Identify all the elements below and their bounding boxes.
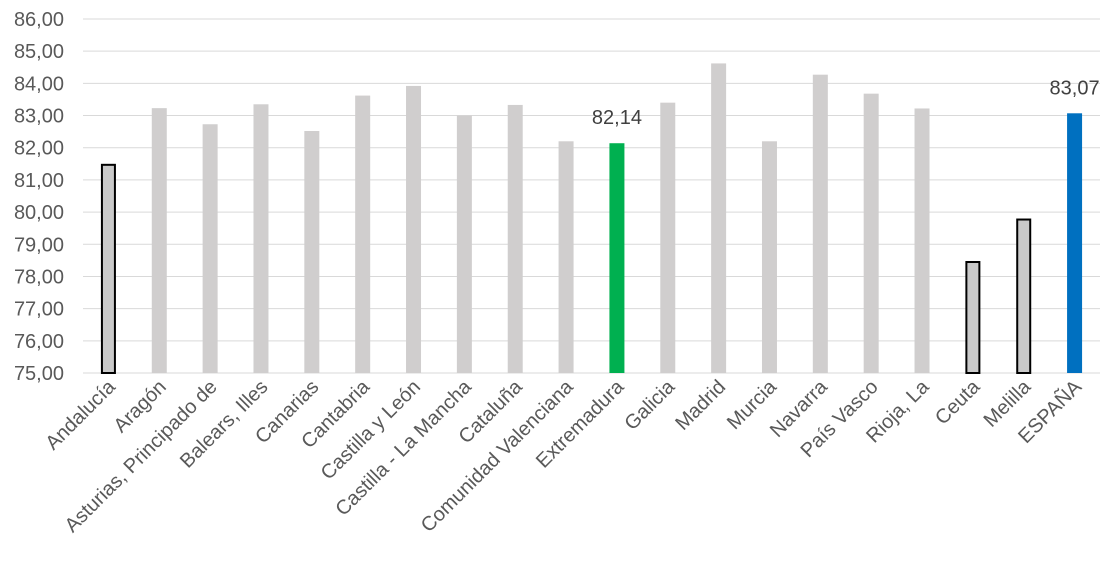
data-label: 82,14 — [592, 107, 642, 129]
y-tick-label: 82,00 — [14, 138, 64, 160]
bar — [507, 104, 523, 374]
data-labels: 82,14 83,07 — [592, 77, 1100, 129]
bar — [304, 130, 320, 373]
y-axis-tick-labels: 75,00 76,00 77,00 78,00 79,00 80,00 81,00 82,00… — [14, 9, 64, 385]
y-tick-label: 80,00 — [14, 202, 64, 224]
bar — [406, 85, 422, 374]
y-tick-label: 75,00 — [14, 363, 64, 385]
y-tick-label: 83,00 — [14, 106, 64, 128]
bar — [812, 74, 828, 373]
y-tick-label: 76,00 — [14, 331, 64, 353]
y-tick-label: 77,00 — [14, 299, 64, 321]
bar — [1016, 218, 1032, 374]
y-tick-label: 78,00 — [14, 266, 64, 288]
category-label: Andalucía — [41, 375, 120, 454]
category-label: Madrid — [671, 376, 730, 435]
category-label: Extremadura — [532, 375, 629, 472]
y-tick-label: 79,00 — [14, 234, 64, 256]
bar — [660, 102, 676, 373]
bar — [863, 93, 879, 374]
bar — [914, 108, 930, 373]
bar — [100, 163, 116, 374]
bar — [558, 141, 574, 373]
bars — [100, 63, 1083, 374]
bar — [965, 261, 981, 374]
y-tick-label: 81,00 — [14, 170, 64, 192]
bar — [711, 63, 727, 373]
gridlines — [83, 18, 1100, 374]
category-label: Galicia — [621, 375, 680, 434]
bar — [202, 124, 218, 373]
data-label: 83,07 — [1050, 77, 1100, 99]
y-tick-label: 86,00 — [14, 9, 64, 31]
bar — [456, 115, 472, 373]
bar — [253, 104, 269, 374]
bar — [761, 141, 777, 373]
category-label: Ceuta — [931, 375, 985, 429]
bar — [609, 143, 625, 373]
bar — [1067, 113, 1083, 373]
y-tick-label: 84,00 — [14, 73, 64, 95]
bar — [151, 108, 167, 373]
y-tick-label: 85,00 — [14, 41, 64, 63]
bar — [355, 95, 371, 374]
